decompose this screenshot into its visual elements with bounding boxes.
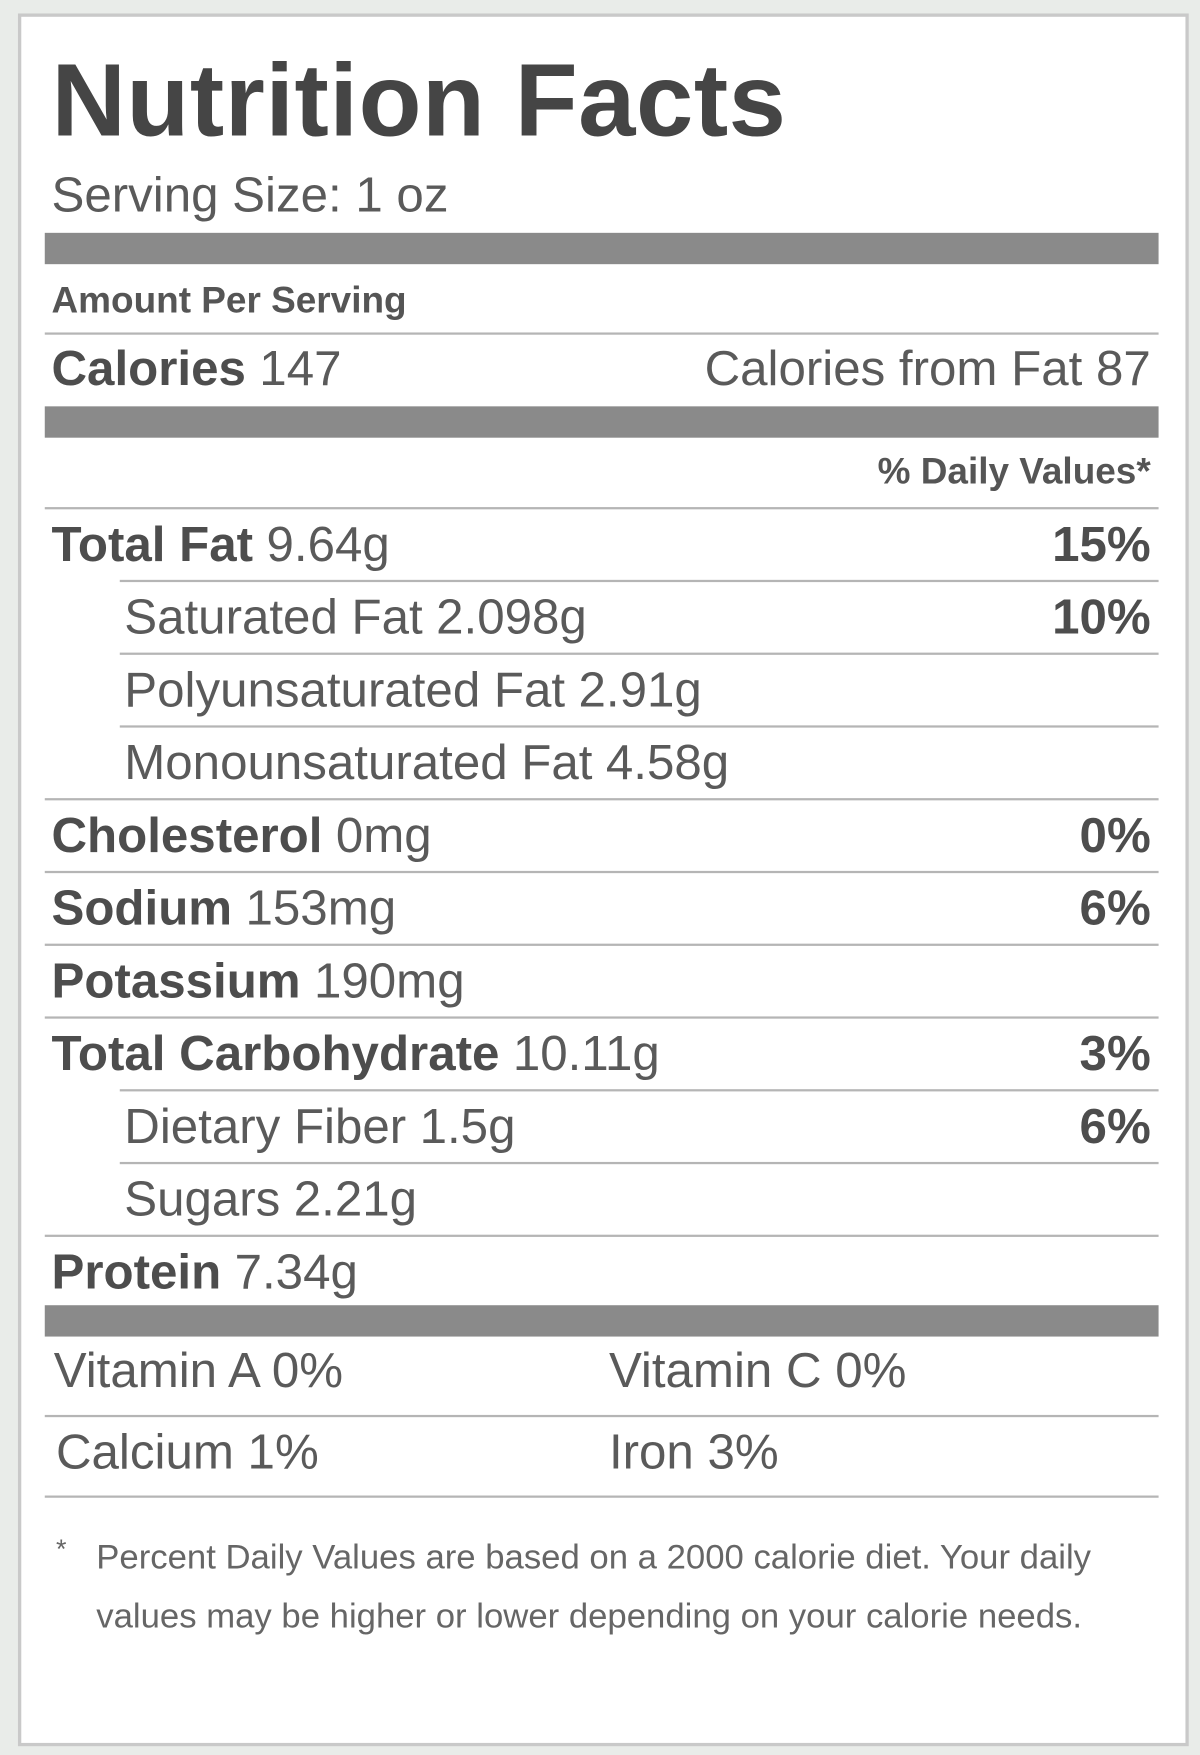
nutrient-row: Sodium 153mg 6%	[51, 873, 1150, 944]
nutrient-label: Dietary Fiber	[124, 1098, 407, 1154]
nutrient-amount: 10.11g	[512, 1025, 660, 1081]
nutrient-label: Cholesterol	[51, 807, 323, 863]
nutrient-row: Polyunsaturated Fat 2.91g	[124, 655, 1150, 726]
nutrient-amount: 2.098g	[436, 589, 587, 645]
divider	[44, 1414, 1159, 1418]
divider	[44, 332, 1159, 335]
daily-values-header: % Daily Values*	[877, 449, 1151, 492]
nutrient-label: Monounsaturated Fat	[124, 734, 593, 790]
nutrient-amount: 2.91g	[578, 662, 702, 717]
calories-row: Calories 147 Calories from Fat 87	[51, 334, 1150, 405]
label-panel	[17, 13, 1189, 1747]
thick-divider	[44, 232, 1159, 265]
nutrient-label: Total Fat	[51, 516, 254, 572]
nutrient-label: Potassium	[51, 953, 301, 1009]
nutrient-label: Polyunsaturated Fat	[124, 662, 566, 717]
vitamin-c: Vitamin C 0%	[608, 1343, 907, 1399]
calories-value: 147	[259, 340, 342, 396]
nutrient-daily-percent: 6%	[1079, 1098, 1151, 1154]
nutrient-daily-percent: 6%	[1079, 880, 1151, 936]
divider	[44, 1495, 1159, 1498]
nutrient-row: Monounsaturated Fat 4.58g	[124, 728, 1150, 799]
nutrient-row: Saturated Fat 2.098g 10%	[124, 582, 1150, 653]
footnote: * Percent Daily Values are based on a 20…	[56, 1527, 1131, 1646]
nutrient-daily-percent: 10%	[1052, 589, 1151, 645]
divider	[119, 1161, 1159, 1165]
thick-divider	[44, 406, 1159, 438]
nutrient-amount: 9.64g	[266, 516, 390, 572]
nutrient-daily-percent: 3%	[1079, 1025, 1151, 1081]
serving-size: Serving Size: 1 oz	[51, 167, 449, 223]
divider	[44, 1234, 1159, 1237]
calories-label: Calories	[51, 340, 246, 396]
nutrient-row: Cholesterol 0mg 0%	[51, 800, 1150, 871]
nutrient-row: Protein 7.34g	[51, 1237, 1150, 1308]
divider	[44, 798, 1159, 801]
nutrient-amount: 153mg	[245, 880, 397, 936]
iron: Iron 3%	[608, 1424, 779, 1480]
divider	[44, 1016, 1159, 1019]
footnote-marker: *	[55, 1534, 67, 1565]
nutrient-row: Sugars 2.21g	[124, 1164, 1150, 1235]
divider	[119, 579, 1159, 583]
divider	[119, 1089, 1159, 1092]
nutrient-label: Protein	[51, 1244, 222, 1300]
label-title: Nutrition Facts	[51, 43, 787, 158]
calcium: Calcium 1%	[55, 1424, 319, 1480]
nutrient-amount: 4.58g	[605, 734, 730, 790]
nutrient-daily-percent: 15%	[1052, 516, 1151, 572]
divider	[44, 507, 1159, 510]
nutrient-daily-percent: 0%	[1079, 807, 1151, 863]
nutrient-row: Dietary Fiber 1.5g 6%	[124, 1091, 1150, 1162]
footnote-text: Percent Daily Values are based on a 2000…	[96, 1536, 1092, 1636]
nutrient-row: Total Carbohydrate 10.11g 3%	[51, 1019, 1150, 1090]
vitamin-a: Vitamin A 0%	[53, 1343, 344, 1399]
nutrient-label: Sugars	[124, 1171, 281, 1227]
calories-from-fat: Calories from Fat 87	[704, 340, 1151, 396]
nutrient-amount: 7.34g	[234, 1244, 358, 1300]
nutrient-row: Potassium 190mg	[51, 946, 1150, 1017]
nutrient-label: Saturated Fat	[124, 589, 423, 645]
nutrient-amount: 1.5g	[419, 1098, 516, 1154]
nutrient-amount: 190mg	[314, 953, 465, 1009]
amount-per-serving: Amount Per Serving	[51, 278, 407, 321]
nutrient-label: Sodium	[51, 880, 233, 936]
nutrient-row: Total Fat 9.64g 15%	[51, 509, 1150, 580]
divider	[44, 870, 1159, 874]
divider	[119, 652, 1159, 655]
nutrient-amount: 0mg	[335, 807, 432, 863]
divider	[119, 725, 1159, 728]
divider	[44, 943, 1159, 946]
nutrient-label: Total Carbohydrate	[51, 1025, 500, 1081]
thick-divider	[44, 1305, 1159, 1337]
nutrient-amount: 2.21g	[293, 1171, 418, 1227]
